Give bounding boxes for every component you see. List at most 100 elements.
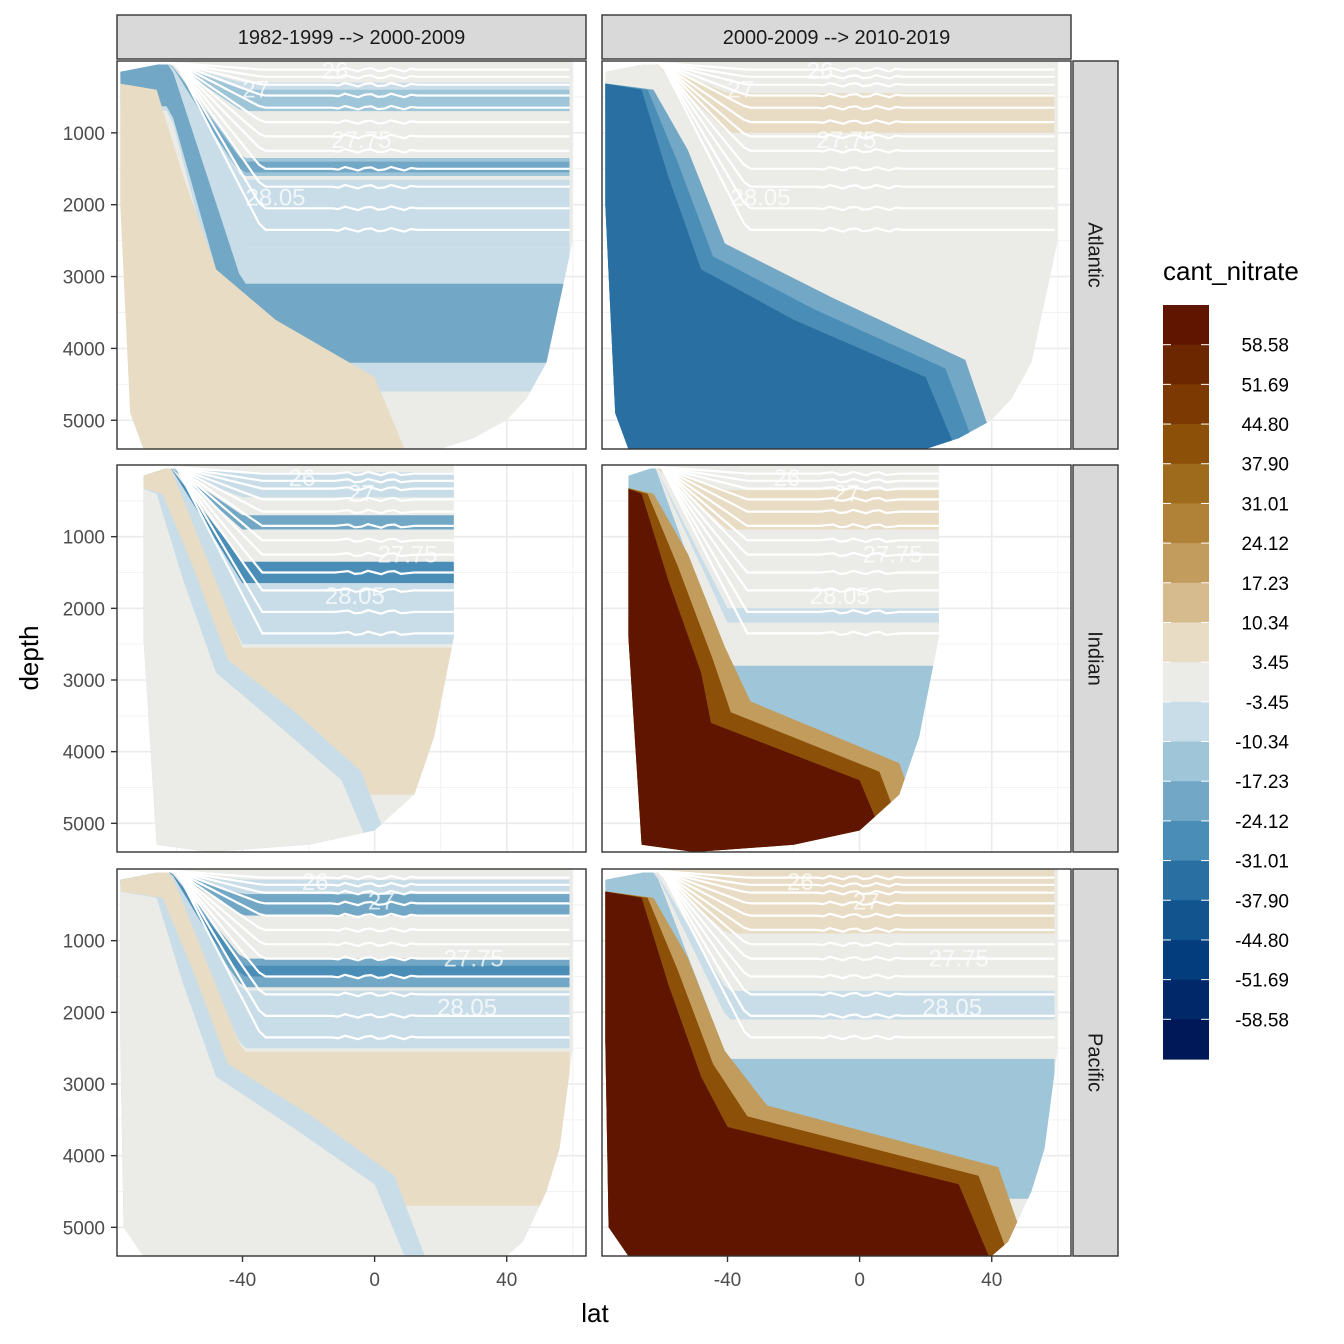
legend-label: -37.90 <box>1235 891 1289 912</box>
legend-swatch <box>1163 582 1209 624</box>
isopycnal-line <box>120 870 570 980</box>
isopycnal-label: 27 <box>727 77 754 104</box>
legend-swatch <box>1163 900 1209 941</box>
legend-label: -44.80 <box>1235 931 1289 952</box>
legend-swatch <box>1163 305 1209 346</box>
legend-swatch <box>1163 463 1209 505</box>
isopycnal-label: 27.75 <box>378 542 438 569</box>
facet-strip-row-label: Pacific <box>1084 1033 1106 1092</box>
isopycnal-label: 28.05 <box>922 994 982 1021</box>
isopycnal-line <box>605 870 1055 907</box>
isopycnal-line <box>605 62 1055 212</box>
legend-label: 44.80 <box>1241 415 1289 436</box>
isopycnal-label: 27 <box>833 481 860 508</box>
y-tick-label: 1000 <box>63 932 105 953</box>
isopycnal-line <box>143 466 454 515</box>
isopycnal-line <box>605 62 1055 154</box>
contour-fill-band <box>605 62 1055 133</box>
contour-fill-deep-anomaly <box>605 890 992 1256</box>
facet-strip-column-label: 2000-2009 --> 2010-2019 <box>723 27 950 49</box>
legend-label: -17.23 <box>1235 772 1289 793</box>
isopycnal-line <box>628 466 939 484</box>
legend-label: 24.12 <box>1241 534 1289 555</box>
isopycnal-line <box>605 62 1055 88</box>
isopycnal-line <box>120 62 570 233</box>
legend-label: 31.01 <box>1241 494 1289 515</box>
legend-label: 10.34 <box>1241 613 1289 634</box>
legend: 58.58 51.69 44.80 37.90 31.01 24.12 17.23 10.34… <box>1163 305 1289 1060</box>
isopycnal-line <box>143 466 454 615</box>
isopycnal-line <box>120 62 570 111</box>
x-tick-label: -40 <box>714 1270 741 1291</box>
isopycnal-label: 27.75 <box>816 127 876 154</box>
contour-fill-band <box>120 870 570 955</box>
isopycnal-line <box>120 870 570 962</box>
isopycnal-line <box>120 62 570 80</box>
isopycnal-line <box>605 62 1055 80</box>
legend-swatch <box>1163 503 1209 544</box>
y-tick-label: 5000 <box>63 411 105 432</box>
isopycnal-line <box>143 466 454 594</box>
isopycnal-line <box>120 870 570 1041</box>
isopycnal-line <box>143 466 454 637</box>
isopycnal-label: 28.05 <box>245 185 305 212</box>
isopycnal-line <box>120 870 570 881</box>
isopycnal-line <box>120 62 570 154</box>
isopycnal-line <box>605 62 1055 125</box>
isopycnal-line <box>120 62 570 190</box>
y-tick-label: 2000 <box>63 599 105 620</box>
panel-atlantic-2: 26 27 27.75 28.05 <box>601 60 1072 450</box>
x-tick-label: 40 <box>496 1270 517 1291</box>
isopycnal-label: 28.05 <box>730 185 790 212</box>
facet-strip-column <box>601 14 1072 60</box>
isopycnal-line <box>628 466 939 515</box>
contour-fill-band <box>605 870 1055 1056</box>
contour-fill-deep-anomaly <box>120 82 408 449</box>
legend-swatch <box>1163 781 1209 822</box>
contour-fill-band <box>120 62 570 112</box>
isopycnal-line <box>605 62 1055 73</box>
isopycnal-line <box>628 466 939 529</box>
isopycnal-line <box>605 870 1055 948</box>
isopycnal-line <box>120 62 570 73</box>
y-tick-label: 4000 <box>63 339 105 360</box>
y-tick-label: 2000 <box>63 196 105 217</box>
isopycnal-line <box>605 62 1055 233</box>
isopycnal-line <box>628 466 939 503</box>
ocean-section: 26 27 27.75 28.05 <box>120 61 573 449</box>
panel-border <box>116 464 587 853</box>
isopycnal-line <box>120 870 570 919</box>
isopycnal-label: 26 <box>302 869 329 896</box>
isopycnal-line <box>143 466 454 484</box>
panel-indian-2: 26 27 27.75 28.05 <box>601 464 1072 853</box>
isopycnal-line <box>628 466 939 477</box>
legend-swatch <box>1163 344 1209 385</box>
x-tick-label: 0 <box>854 1270 865 1291</box>
isopycnal-line <box>628 466 939 576</box>
legend-label: 17.23 <box>1241 574 1289 595</box>
isopycnal-line <box>120 62 570 88</box>
panel-border <box>601 60 1072 450</box>
isopycnal-line <box>120 870 570 948</box>
legend-label: -10.34 <box>1235 733 1289 754</box>
strips-layer: 1982-1999 --> 2000-2009 2000-2009 --> 201… <box>116 14 1119 1257</box>
isopycnal-label: 27 <box>368 888 395 915</box>
isopycnal-line <box>605 870 1055 881</box>
panel-border <box>601 464 1072 853</box>
isopycnal-line <box>605 62 1055 190</box>
isopycnal-line <box>605 62 1055 111</box>
isopycnal-line <box>143 466 454 503</box>
x-tick-label: 40 <box>981 1270 1002 1291</box>
y-tick-label: 3000 <box>63 671 105 692</box>
isopycnal-line <box>605 870 1055 1041</box>
ocean-section: 26 27 27.75 28.05 <box>143 465 454 852</box>
isopycnal-line <box>120 62 570 99</box>
isopycnal-line <box>120 870 570 998</box>
isopycnal-label: 27.75 <box>444 946 504 973</box>
panel-pacific-2: 26 27 27.75 28.05 <box>601 868 1072 1257</box>
isopycnal-line <box>628 466 939 492</box>
ocean-section: 26 27 27.75 28.05 <box>120 869 573 1256</box>
contour-fill-band <box>628 466 939 781</box>
ocean-section: 26 27 27.75 28.05 <box>628 465 939 852</box>
